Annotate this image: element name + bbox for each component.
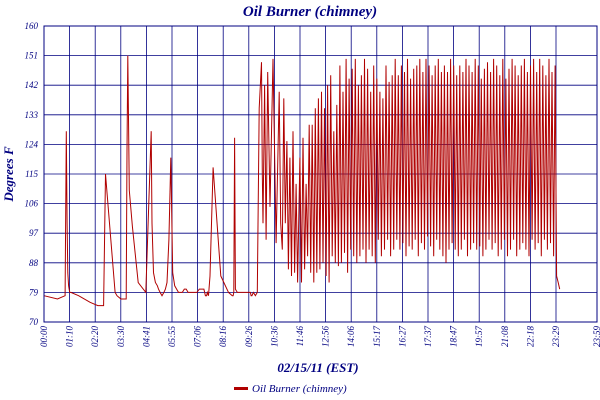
x-tick-label: 15:17 [372, 326, 382, 347]
x-axis-title: 02/15/11 (EST) [277, 360, 358, 375]
y-tick-label: 124 [25, 139, 39, 149]
y-tick-label: 151 [25, 51, 39, 61]
y-tick-labels: 70 79 88 97 106 115 124 133 142 151 160 [25, 21, 39, 327]
plot-frame [43, 25, 598, 323]
x-tick-label: 08:16 [218, 326, 228, 347]
y-tick-label: 142 [25, 80, 39, 90]
y-tick-label: 79 [29, 287, 39, 297]
legend-label: Oil Burner (chimney) [252, 383, 347, 395]
x-tick-label: 17:37 [423, 326, 433, 347]
legend-swatch [234, 387, 248, 390]
x-tick-label: 05:55 [167, 326, 177, 347]
y-tick-label: 88 [29, 258, 39, 268]
x-tick-label: 16:27 [397, 326, 407, 347]
x-tick-label: 11:46 [295, 326, 305, 347]
x-tick-label: 07:06 [193, 326, 203, 347]
x-tick-label: 23:59 [592, 326, 600, 347]
x-tick-label: 01:10 [65, 326, 75, 347]
x-tick-label: 02:20 [90, 326, 100, 347]
x-tick-label: 19:57 [474, 326, 484, 347]
x-tick-label: 22:18 [525, 326, 535, 347]
x-tick-label: 12:56 [321, 326, 331, 347]
x-tick-label: 23:29 [551, 326, 561, 347]
x-tick-label: 10:36 [269, 326, 279, 347]
y-axis-title: Degrees F [1, 146, 16, 203]
y-tick-label: 97 [29, 228, 39, 238]
series-line-oil-burner [43, 55, 561, 307]
y-tick-label: 115 [25, 169, 38, 179]
y-tick-label: 106 [25, 199, 39, 209]
x-tick-label: 00:00 [39, 326, 49, 347]
y-tick-label: 160 [25, 21, 39, 31]
x-tick-label: 03:30 [116, 326, 126, 347]
y-tick-label: 133 [25, 110, 39, 120]
x-tick-label: 04:41 [141, 326, 151, 347]
legend: Oil Burner (chimney) [234, 383, 347, 395]
x-tick-label: 14:06 [346, 326, 356, 347]
chart-title: Oil Burner (chimney) [243, 4, 377, 20]
x-tick-label: 18:47 [449, 326, 459, 347]
series-layer [43, 55, 561, 307]
x-tick-label: 21:08 [500, 326, 510, 347]
x-tick-labels: 00:00 01:10 02:20 03:30 04:41 05:55 07:06 08:16… [39, 326, 600, 347]
y-tick-label: 70 [29, 317, 39, 327]
x-tick-label: 09:26 [244, 326, 254, 347]
